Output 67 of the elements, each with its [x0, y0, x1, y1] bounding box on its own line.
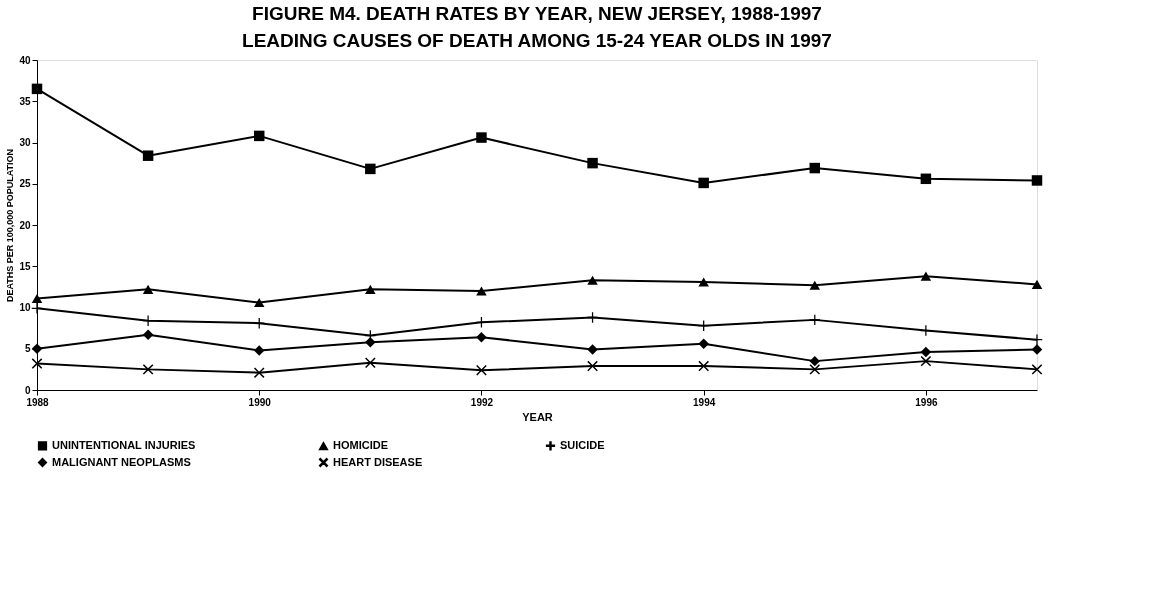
- point: [587, 157, 598, 169]
- legend-label: SUICIDE: [560, 438, 605, 451]
- point: [809, 314, 821, 326]
- point: [698, 360, 709, 372]
- y-tick-label: 20: [19, 219, 31, 231]
- x-tick-label: 1988: [26, 396, 50, 408]
- point: [1031, 175, 1043, 186]
- point: [365, 284, 376, 294]
- point: [698, 338, 709, 350]
- x-axis-title: YEAR: [522, 410, 553, 423]
- point: [365, 357, 376, 369]
- point: [1031, 344, 1043, 355]
- point: [587, 275, 598, 285]
- y-tick-label: 25: [19, 178, 31, 190]
- point: [31, 343, 43, 354]
- point: [31, 83, 43, 95]
- point: [920, 346, 932, 358]
- y-axis-title: DEATHS PER 100,000 POPULATION: [5, 148, 16, 303]
- y-tick-label: 10: [19, 302, 31, 313]
- point: [1031, 364, 1043, 375]
- point: [476, 286, 487, 296]
- y-tick-label: 5: [24, 343, 31, 355]
- point: [253, 298, 265, 308]
- y-tick-label: 30: [19, 137, 31, 148]
- point: [253, 345, 265, 356]
- point: [920, 325, 932, 336]
- point: [809, 162, 821, 174]
- point: [142, 150, 154, 161]
- point: [142, 364, 154, 375]
- legend-label: HOMICIDE: [333, 439, 388, 452]
- point: [31, 293, 43, 303]
- point: [142, 315, 154, 326]
- point: [365, 163, 376, 175]
- point: [31, 358, 43, 369]
- chart-title: FIGURE M4. DEATH RATES BY YEAR, NEW JERSEY, 1988-1997: [252, 3, 822, 24]
- point: [476, 331, 487, 343]
- point: [476, 364, 487, 376]
- point: [587, 344, 598, 355]
- point: [365, 336, 376, 348]
- y-tick-label: 0: [24, 384, 31, 396]
- y-tick-label: 15: [19, 260, 31, 272]
- point: [253, 367, 265, 378]
- legend-label: MALIGNANT NEOPLASMS: [52, 455, 191, 468]
- point: [142, 329, 154, 340]
- point: [587, 360, 598, 372]
- point: [476, 132, 487, 143]
- point: [1031, 279, 1043, 289]
- point: [1031, 334, 1043, 345]
- point: [920, 271, 932, 281]
- legend-label: UNINTENTIONAL INJURIES: [52, 438, 196, 451]
- x-tick-label: 1992: [470, 396, 494, 408]
- x-tick-label: 1996: [915, 396, 938, 408]
- point: [809, 364, 821, 375]
- x-tick-label: 1990: [248, 396, 272, 408]
- point: [920, 355, 932, 367]
- chart-subtitle: LEADING CAUSES OF DEATH AMONG 15-24 YEAR OLDS IN 1997: [242, 30, 832, 51]
- y-tick-label: 40: [19, 54, 31, 66]
- point: [142, 284, 154, 294]
- y-tick-label: 35: [19, 95, 31, 107]
- x-tick-label: 1994: [693, 396, 716, 408]
- point: [31, 303, 43, 314]
- point: [253, 130, 265, 142]
- point: [698, 177, 709, 189]
- point: [809, 280, 821, 290]
- legend-label: HEART DISEASE: [333, 455, 423, 468]
- point: [809, 355, 821, 367]
- point: [920, 173, 932, 185]
